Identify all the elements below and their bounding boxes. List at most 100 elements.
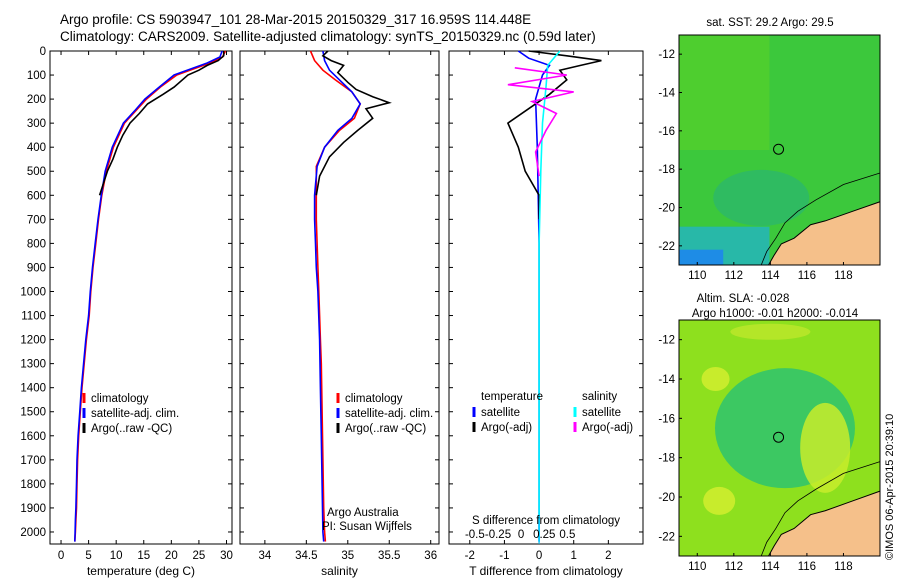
sst-patch	[679, 35, 770, 150]
top-axis-label: S difference from climatology	[472, 515, 620, 527]
sla-patch	[730, 323, 811, 340]
depth-tick-label: 1400	[20, 383, 46, 395]
x-tick-label: -2	[465, 550, 475, 562]
legend-label: satellite	[582, 407, 621, 419]
series-line-argo-raw-qc-	[315, 50, 392, 196]
x-tick-label: 35.5	[378, 550, 400, 562]
map-y-tick-label: -14	[658, 374, 675, 386]
x-tick-label: 10	[110, 550, 123, 562]
map-y-tick-label: -22	[658, 531, 675, 543]
map-title-sla-2: Argo h1000: -0.01 h2000: -0.014	[692, 308, 859, 320]
depth-tick-label: 300	[27, 118, 46, 130]
legend-label: Argo(..raw -QC)	[91, 423, 172, 435]
series-line-satellite-adj-clim-	[313, 50, 362, 542]
salinity-note: Argo Australia	[327, 507, 399, 519]
panel-frame-2	[448, 50, 644, 545]
sla-patch	[701, 367, 730, 391]
top-tick-label: -0.5	[465, 529, 485, 541]
x-tick-label: 34	[258, 550, 271, 562]
top-tick-label: 0	[518, 529, 524, 541]
map-x-tick-label: 114	[761, 561, 780, 573]
legend-title: temperature	[481, 391, 543, 403]
depth-tick-label: 2000	[20, 527, 46, 539]
map-y-tick-label: -18	[658, 453, 675, 465]
x-tick-label: -1	[499, 550, 509, 562]
depth-tick-label: 1300	[20, 359, 46, 371]
depth-tick-label: 600	[27, 190, 46, 202]
map-y-tick-label: -18	[658, 164, 675, 176]
legend-title: salinity	[582, 391, 617, 403]
map-x-tick-label: 110	[688, 270, 706, 282]
x-axis-label: salinity	[321, 564, 358, 578]
depth-tick-label: 1900	[20, 503, 46, 515]
legend-label: satellite-adj. clim.	[345, 408, 433, 420]
depth-tick-label: 400	[27, 142, 46, 154]
map-x-tick-label: 118	[834, 561, 852, 573]
x-tick-label: 34.5	[295, 550, 317, 562]
legend-label: climatology	[345, 393, 403, 405]
top-tick-label: -0.25	[485, 529, 511, 541]
depth-tick-label: 1500	[20, 407, 46, 419]
top-tick-label: 0.5	[559, 529, 575, 541]
bathymetry-contour	[760, 172, 881, 266]
float-marker	[773, 431, 785, 443]
map-y-tick-label: -12	[658, 335, 675, 347]
legend-label: satellite-adj. clim.	[91, 408, 179, 420]
x-tick-label: 15	[137, 550, 150, 562]
map-y-tick-label: -16	[658, 126, 675, 138]
depth-tick-label: 1800	[20, 479, 46, 491]
depth-tick-label: 1600	[20, 431, 46, 443]
map-x-tick-label: 116	[798, 270, 816, 282]
series-line-argo-raw-qc-	[98, 51, 225, 196]
depth-tick-label: 0	[40, 46, 46, 58]
x-tick-label: 0	[58, 550, 64, 562]
map-x-tick-label: 118	[834, 270, 852, 282]
map-frame	[678, 34, 881, 266]
depth-tick-label: 700	[27, 214, 46, 226]
depth-tick-label: 1000	[20, 286, 46, 298]
map-x-tick-label: 114	[761, 270, 780, 282]
depth-tick-label: 100	[27, 70, 46, 82]
top-tick-label: 0.25	[533, 529, 555, 541]
map-y-tick-label: -16	[658, 413, 675, 425]
x-tick-label: 1	[571, 550, 577, 562]
map-x-tick-label: 110	[688, 561, 706, 573]
depth-tick-label: 1100	[21, 311, 46, 323]
depth-tick-label: 900	[27, 262, 46, 274]
map-x-tick-label: 112	[725, 561, 743, 573]
panel-frame-0	[49, 50, 233, 545]
x-tick-label: 35	[341, 550, 354, 562]
series-line-salinity-argo-adj-	[507, 67, 574, 177]
float-marker	[773, 143, 785, 155]
series-line-climatology	[309, 50, 362, 542]
x-tick-label: 5	[85, 550, 91, 562]
map-frame	[678, 319, 881, 557]
map-title-sla: Altim. SLA: -0.028	[697, 293, 790, 305]
sst-patch	[713, 169, 810, 226]
legend-label: climatology	[91, 393, 149, 405]
map-0	[678, 34, 881, 266]
map-y-tick-label: -20	[658, 203, 675, 215]
legend-label: satellite	[481, 407, 520, 419]
series-line-satellite-adj-clim-	[74, 50, 223, 542]
title-line1: Argo profile: CS 5903947_101 28-Mar-2015…	[60, 12, 532, 27]
map-y-tick-label: -20	[658, 492, 675, 504]
salinity-note: PI: Susan Wijffels	[322, 521, 412, 533]
x-tick-label: 0	[536, 550, 542, 562]
x-tick-label: 30	[220, 550, 233, 562]
map-x-tick-label: 112	[725, 270, 743, 282]
x-axis-label: T difference from climatology	[469, 564, 623, 578]
x-tick-label: 2	[605, 550, 611, 562]
legend-label: Argo(-adj)	[481, 422, 532, 434]
panel-frame-1	[239, 50, 440, 545]
sla-patch	[800, 402, 851, 493]
title-line2: Climatology: CARS2009. Satellite-adjuste…	[60, 29, 596, 44]
sst-patch	[679, 249, 724, 265]
map-x-tick-label: 116	[798, 561, 816, 573]
x-tick-label: 36	[424, 550, 437, 562]
depth-tick-label: 1700	[20, 455, 46, 467]
legend-label: Argo(-adj)	[582, 422, 633, 434]
series-line-salinity-satellite	[538, 50, 561, 542]
x-tick-label: 25	[193, 550, 206, 562]
